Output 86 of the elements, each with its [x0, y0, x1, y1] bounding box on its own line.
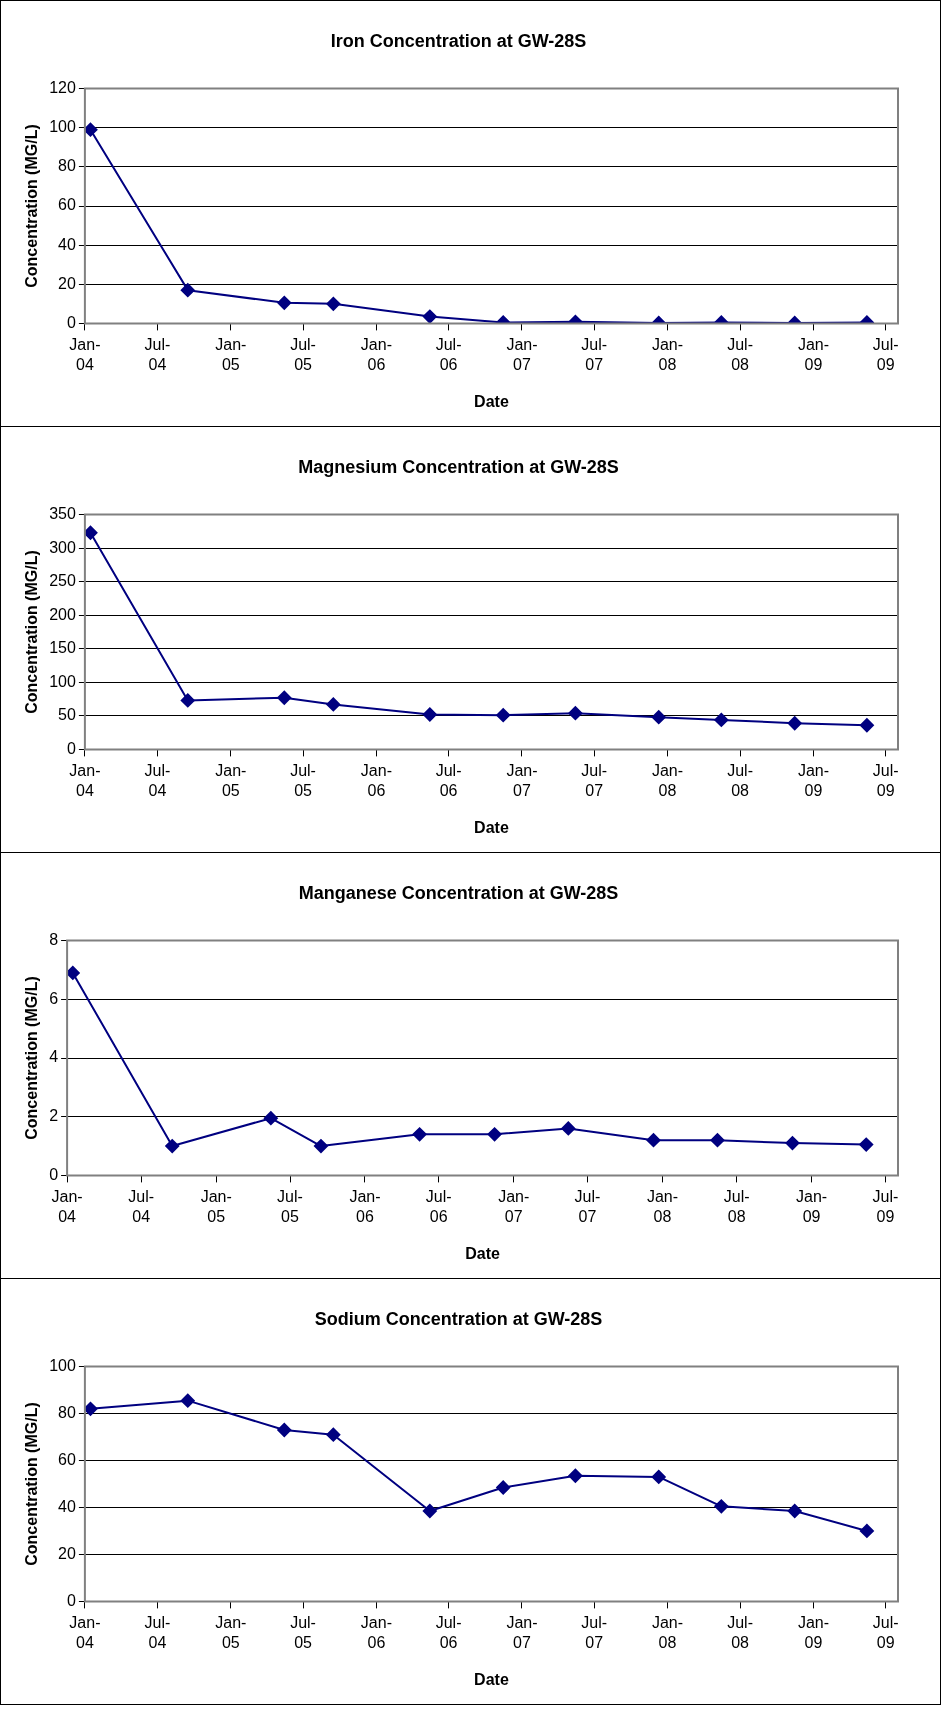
x-tick-label: Jan-04 — [51, 1188, 83, 1225]
x-axis-title: Date — [474, 818, 509, 836]
y-tick-label: 200 — [49, 605, 76, 623]
y-axis-title: Concentration (MG/L) — [23, 1402, 41, 1566]
x-axis-title: Date — [465, 1244, 500, 1262]
x-tick-label: Jul-08 — [727, 762, 753, 799]
x-tick-label: Jul-06 — [435, 762, 462, 799]
y-tick-label: 0 — [66, 1591, 76, 1609]
y-tick-label: 50 — [58, 706, 76, 724]
x-tick-label: Jan-05 — [200, 1188, 232, 1225]
x-tick-label: Jul-09 — [872, 1188, 899, 1225]
y-axis-title: Concentration (MG/L) — [23, 550, 41, 714]
x-tick-label: Jan-09 — [797, 762, 830, 799]
x-tick-label: Jul-05 — [277, 1188, 303, 1225]
x-tick-label: Jan-04 — [69, 762, 101, 799]
x-tick-label: Jan-06 — [360, 336, 392, 373]
y-tick-label: 100 — [49, 1357, 76, 1375]
x-tick-label: Jan-05 — [215, 336, 247, 373]
x-tick-label: Jul-07 — [581, 762, 608, 799]
x-tick-label: Jul-09 — [872, 1614, 899, 1651]
x-tick-label: Jan-08 — [651, 762, 684, 799]
x-tick-label: Jul-04 — [144, 762, 171, 799]
x-tick-label: Jan-05 — [215, 762, 247, 799]
x-tick-label: Jan-04 — [69, 1614, 101, 1651]
x-axis-title: Date — [474, 1670, 509, 1688]
y-tick-label: 100 — [49, 672, 76, 690]
x-tick-label: Jan-07 — [506, 762, 538, 799]
x-tick-label: Jan-07 — [506, 1614, 538, 1651]
y-tick-label: 60 — [58, 196, 76, 214]
x-tick-label: Jul-04 — [144, 1614, 171, 1651]
y-tick-label: 350 — [49, 505, 76, 523]
x-tick-label: Jan-06 — [360, 762, 392, 799]
x-tick-label: Jan-06 — [360, 1614, 392, 1651]
y-tick-label: 40 — [58, 1497, 76, 1515]
x-axis-title: Date — [474, 392, 509, 410]
x-tick-label: Jan-05 — [215, 1614, 247, 1651]
y-tick-label: 80 — [58, 1403, 76, 1421]
x-tick-label: Jan-07 — [506, 336, 538, 373]
x-tick-label: Jan-04 — [69, 336, 101, 373]
x-tick-label: Jul-08 — [727, 336, 753, 373]
y-tick-label: 20 — [58, 1544, 76, 1562]
y-axis-title: Concentration (MG/L) — [23, 976, 41, 1140]
y-tick-label: 40 — [58, 235, 76, 253]
y-tick-label: 300 — [49, 538, 76, 556]
x-tick-label: Jul-06 — [435, 1614, 462, 1651]
y-tick-label: 2 — [49, 1107, 59, 1125]
y-tick-label: 0 — [49, 1165, 59, 1183]
y-tick-label: 4 — [49, 1048, 59, 1066]
y-tick-label: 100 — [49, 118, 76, 136]
x-tick-label: Jul-04 — [128, 1188, 155, 1225]
x-tick-label: Jan-09 — [796, 1188, 828, 1225]
x-tick-label: Jan-08 — [646, 1188, 679, 1225]
x-tick-label: Jul-05 — [290, 762, 316, 799]
x-tick-label: Jan-09 — [797, 336, 830, 373]
y-tick-label: 80 — [58, 157, 76, 175]
x-tick-label: Jul-04 — [144, 336, 171, 373]
x-tick-label: Jan-09 — [797, 1614, 830, 1651]
x-tick-label: Jul-07 — [581, 1614, 608, 1651]
x-tick-label: Jul-08 — [723, 1188, 750, 1225]
y-tick-label: 20 — [58, 274, 76, 292]
chart-title: Manganese Concentration at GW-28S — [298, 882, 619, 903]
x-tick-label: Jul-09 — [872, 336, 899, 373]
chart-title: Iron Concentration at GW-28S — [330, 30, 587, 51]
x-tick-label: Jul-06 — [425, 1188, 452, 1225]
x-tick-label: Jul-05 — [290, 336, 316, 373]
y-tick-label: 150 — [49, 639, 76, 657]
y-tick-label: 6 — [49, 989, 59, 1007]
x-tick-label: Jan-06 — [349, 1188, 381, 1225]
chart-title: Sodium Concentration at GW-28S — [314, 1308, 603, 1329]
y-tick-label: 0 — [66, 739, 76, 757]
y-axis-title: Concentration (MG/L) — [23, 124, 41, 288]
chart-title: Magnesium Concentration at GW-28S — [298, 456, 619, 477]
y-tick-label: 250 — [49, 572, 76, 590]
x-tick-label: Jul-06 — [435, 336, 462, 373]
y-tick-label: 8 — [49, 931, 59, 949]
x-tick-label: Jul-07 — [581, 336, 608, 373]
x-tick-label: Jul-08 — [727, 1614, 753, 1651]
x-tick-label: Jan-08 — [651, 336, 684, 373]
x-tick-label: Jul-05 — [290, 1614, 316, 1651]
y-tick-label: 120 — [49, 79, 76, 97]
x-tick-label: Jan-08 — [651, 1614, 684, 1651]
x-tick-label: Jul-07 — [574, 1188, 601, 1225]
y-tick-label: 60 — [58, 1450, 76, 1468]
y-tick-label: 0 — [66, 313, 76, 331]
x-tick-label: Jan-07 — [498, 1188, 530, 1225]
x-tick-label: Jul-09 — [872, 762, 899, 799]
